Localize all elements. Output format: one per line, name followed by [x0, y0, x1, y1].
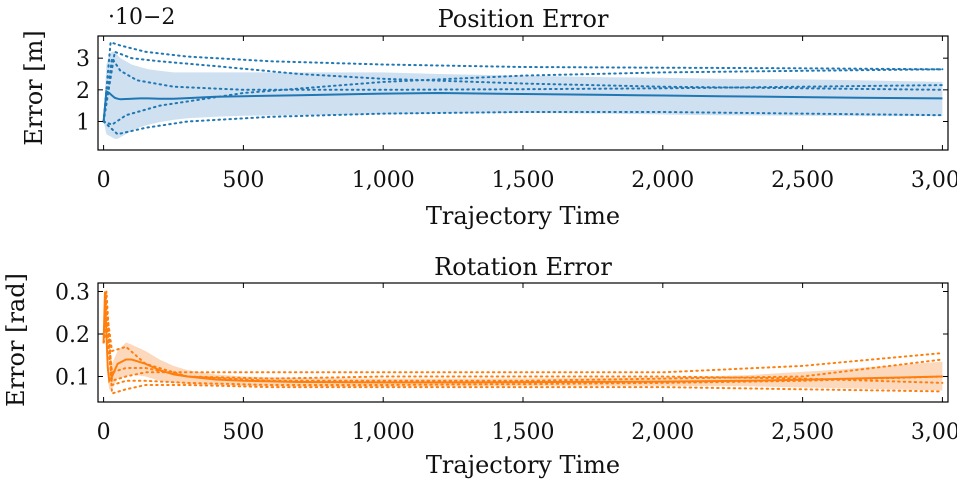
y-tick-label: 1	[76, 111, 90, 136]
mean-line	[102, 291, 943, 384]
x-tick-label: 1,000	[352, 420, 415, 445]
run-line-dotted	[102, 111, 944, 136]
x-tick-label: 1,500	[492, 420, 555, 445]
y-axis-label: Error [m]	[20, 30, 48, 146]
chart-title: Rotation Error	[434, 253, 612, 281]
x-axis-label: Trajectory Time	[426, 451, 620, 479]
confidence-band	[103, 51, 943, 139]
y-axis-label: Error [rad]	[2, 273, 30, 407]
x-tick-label: 1,500	[492, 168, 555, 193]
mean-line	[102, 89, 943, 122]
y-tick-label: 0.3	[55, 281, 90, 306]
run-line-dotted	[102, 40, 944, 123]
x-tick-label: 1,000	[352, 168, 415, 193]
run-line-dotted	[102, 55, 944, 123]
x-tick-label: 3,000	[911, 420, 957, 445]
x-tick-label: 2,000	[631, 168, 694, 193]
y-scale-label: ·10−2	[108, 5, 175, 30]
x-tick-label: 500	[222, 168, 264, 193]
run-line-dotted	[102, 316, 944, 384]
x-axis-label: Trajectory Time	[426, 202, 620, 230]
x-tick-label: 0	[97, 168, 111, 193]
rotation-error-chart: Rotation Error Error [rad] Trajectory Ti…	[2, 253, 957, 479]
x-tick-label: 2,000	[631, 420, 694, 445]
x-tick-label: 2,500	[771, 420, 834, 445]
position-error-chart: Position Error ·10−2 Error [m] Trajector…	[20, 5, 957, 230]
plot-area: 0 500 1,000 1,500 2,000 2,500 3,000 0.1 0.2 0.3	[55, 281, 957, 446]
run-line-dotted	[102, 68, 944, 126]
x-tick-label: 500	[222, 420, 264, 445]
plot-area: 0 500 1,000 1,500 2,000 2,500 3,000 1 2 3	[76, 35, 957, 193]
x-tick-label: 0	[97, 420, 111, 445]
run-line-dotted	[102, 325, 944, 387]
confidence-band	[103, 291, 943, 391]
x-tick-label: 2,500	[771, 168, 834, 193]
y-tick-label: 0.1	[55, 366, 90, 391]
y-tick-label: 3	[76, 47, 90, 72]
x-tick-label: 3,000	[911, 168, 957, 193]
y-tick-label: 2	[76, 79, 90, 104]
y-tick-label: 0.2	[55, 323, 90, 348]
run-line-dotted	[102, 291, 944, 383]
chart-title: Position Error	[438, 5, 609, 33]
run-line-dotted	[102, 308, 944, 382]
